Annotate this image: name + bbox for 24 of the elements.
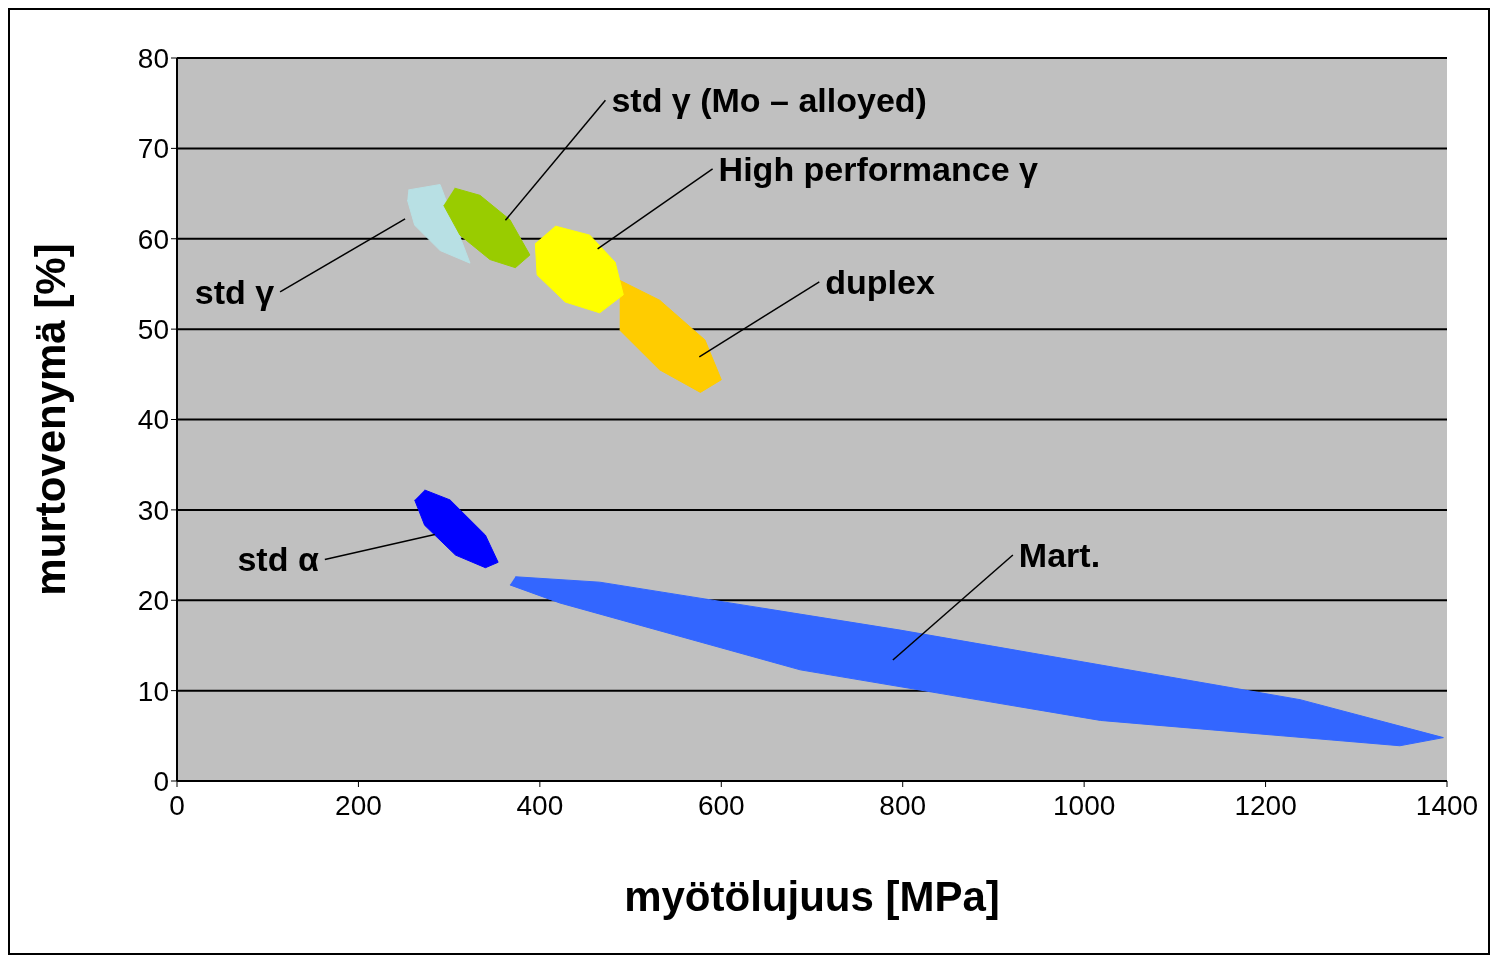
y-tick-label: 80 [137,42,169,74]
y-tick-label: 0 [153,765,169,797]
x-tick-label: 600 [697,789,745,821]
text: High performance γ [718,149,1039,188]
x-tick-label: 800 [879,789,927,821]
text: std α [237,540,319,579]
y-axis-title: murtovenymä [%] [26,243,74,596]
text: Mart. [1018,535,1101,574]
x-tick-label: 1400 [1415,789,1479,821]
y-tick-label: 70 [137,133,169,165]
y-tick-label: 20 [137,585,169,617]
y-tick-label: 50 [137,314,169,346]
x-axis-title: myötölujuus [MPa] [624,873,1000,920]
x-tick-label: 1200 [1234,789,1297,821]
x-tick-label: 200 [335,789,382,821]
text: std γ (Mo – alloyed) [611,81,927,120]
y-tick-label: 30 [137,494,169,526]
y-tick-label: 40 [137,404,169,436]
y-tick-label: 60 [137,223,169,255]
y-tick-label: 10 [137,675,169,707]
text: duplex [825,262,935,301]
text: std γ [194,272,275,311]
x-tick-label: 400 [516,789,564,821]
x-tick-label: 1000 [1052,789,1116,821]
